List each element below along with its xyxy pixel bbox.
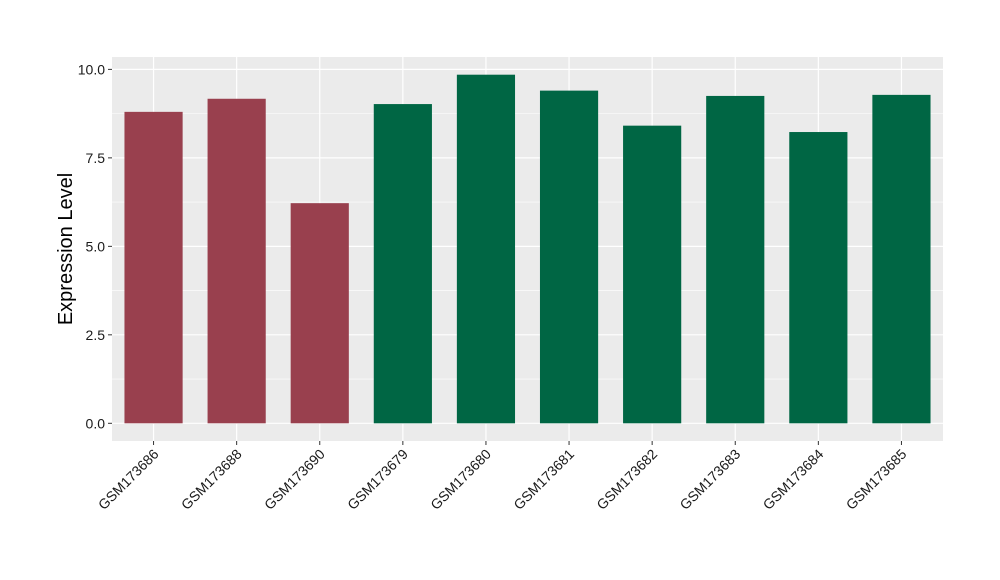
bars xyxy=(124,74,931,424)
y-tick-label: 10.0 xyxy=(78,61,105,77)
x-tick-label: GSM173680 xyxy=(427,446,494,513)
x-tick-label: GSM173679 xyxy=(344,446,411,513)
bar-gsm173681 xyxy=(539,90,599,424)
x-tick-label: GSM173686 xyxy=(95,446,162,513)
y-axis-title: Expression Level xyxy=(55,173,77,325)
x-tick-label: GSM173684 xyxy=(760,446,827,513)
x-tick-label: GSM173682 xyxy=(593,446,660,513)
bar-gsm173683 xyxy=(706,95,765,424)
y-axis: 0.0 2.5 5.0 7.5 10.0 xyxy=(78,61,112,431)
y-tick-label: 7.5 xyxy=(86,150,106,166)
y-tick-label: 5.0 xyxy=(86,238,106,254)
x-axis: GSM173686 GSM173688 GSM173690 GSM173679 GSM1… xyxy=(95,441,910,513)
x-tick-label: GSM173685 xyxy=(843,446,910,513)
x-tick-label: GSM173681 xyxy=(510,446,577,513)
x-tick-label: GSM173690 xyxy=(261,446,328,513)
bar-gsm173682 xyxy=(623,125,682,424)
bar-gsm173685 xyxy=(872,94,931,424)
x-tick-label: GSM173688 xyxy=(178,446,245,513)
bar-gsm173690 xyxy=(290,203,349,424)
bar-gsm173688 xyxy=(207,98,266,424)
bar-gsm173680 xyxy=(456,74,516,424)
bar-gsm173686 xyxy=(124,111,183,424)
bar-gsm173679 xyxy=(373,104,432,424)
bar-gsm173684 xyxy=(789,132,848,424)
y-tick-label: 0.0 xyxy=(86,415,106,431)
x-tick-label: GSM173683 xyxy=(676,446,743,513)
y-tick-label: 2.5 xyxy=(86,327,106,343)
